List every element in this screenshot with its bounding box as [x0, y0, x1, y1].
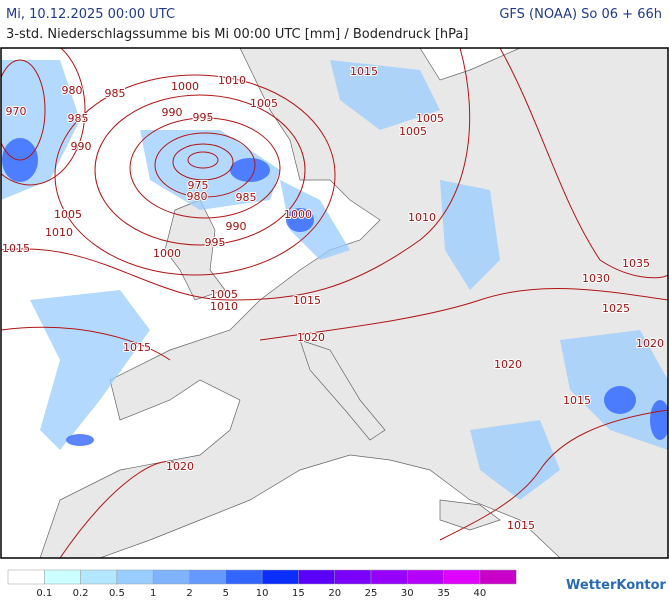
legend-swatch [189, 569, 227, 585]
isobar-label: 1015 [563, 394, 591, 407]
isobar-label: 1005 [54, 208, 82, 221]
legend-swatch [479, 569, 517, 585]
legend-swatch [7, 569, 45, 585]
legend-swatch [152, 569, 190, 585]
isobar-label: 1015 [293, 294, 321, 307]
isobar-label: 1015 [350, 65, 378, 78]
isobar-label: 1010 [210, 300, 238, 313]
legend-label: 30 [401, 588, 414, 599]
legend-label: 35 [437, 588, 450, 599]
isobar-label: 1010 [218, 74, 246, 87]
legend-label: 0.2 [73, 588, 89, 599]
brand: WetterKontor [566, 578, 667, 593]
isobar-label: 1015 [123, 341, 151, 354]
isobar-label: 1020 [297, 331, 325, 344]
isobar-label: 1000 [171, 80, 199, 93]
map-frame [0, 47, 669, 559]
legend-swatch [44, 569, 81, 585]
isobar-label: 970 [6, 105, 27, 118]
legend-label: 20 [328, 588, 341, 599]
legend-label: 15 [292, 588, 305, 599]
legend-label: 0.1 [36, 588, 52, 599]
isobar-label: 1020 [494, 358, 522, 371]
isobar-label: 990 [71, 140, 92, 153]
isobar-label: 1010 [45, 226, 73, 239]
isobar-label: 1015 [2, 242, 30, 255]
isobar-label: 1025 [602, 302, 630, 315]
isobar-label: 1020 [636, 337, 664, 350]
isobar-label: 1020 [166, 460, 194, 473]
isobars [1, 48, 668, 558]
isobar-label: 985 [236, 191, 257, 204]
isobar-label: 1005 [250, 97, 278, 110]
legend-label: 0.5 [109, 588, 125, 599]
legend-label: 25 [365, 588, 378, 599]
legend-swatch [116, 569, 154, 585]
legend-label: 40 [474, 588, 487, 599]
legend: 0.1 0.2 0.5 1 2 5 10 15 20 25 30 35 40 [7, 569, 517, 599]
isobar-label: 995 [205, 236, 226, 249]
isobar-label: 1030 [582, 272, 610, 285]
legend-label: 1 [150, 588, 156, 599]
legend-swatch [407, 569, 444, 585]
isobar-label: 1000 [153, 247, 181, 260]
isobar-label: 1005 [416, 112, 444, 125]
legend-swatch [225, 569, 263, 585]
valid-time: Mi, 10.12.2025 00:00 UTC [6, 7, 175, 22]
isobar-label: 1005 [399, 125, 427, 138]
legend-swatch [370, 569, 408, 585]
legend-swatch [443, 569, 481, 585]
isobar-label: 990 [226, 220, 247, 233]
isobar-label: 980 [187, 190, 208, 203]
isobar-label: 975 [188, 179, 209, 192]
isobar-label: 1015 [507, 519, 535, 532]
legend-swatch [298, 569, 335, 585]
isobar-label: 1035 [622, 257, 650, 270]
isobar-label: 985 [68, 112, 89, 125]
isobar-label: 1000 [284, 208, 312, 221]
isobar-label: 1005 [210, 288, 238, 301]
legend-swatch [334, 569, 372, 585]
isobar-label: 980 [62, 84, 83, 97]
legend-label: 5 [223, 588, 229, 599]
isobar-label: 995 [193, 111, 214, 124]
legend-swatch [80, 569, 118, 585]
model-run: GFS (NOAA) So 06 + 66h [499, 7, 662, 22]
subtitle: 3-std. Niederschlagssumme bis Mi 00:00 U… [6, 27, 468, 42]
isobar-label: 985 [105, 87, 126, 100]
isobar-label: 1010 [408, 211, 436, 224]
legend-label: 10 [256, 588, 269, 599]
legend-label: 2 [186, 588, 192, 599]
isobar-label: 990 [162, 106, 183, 119]
legend-swatch [261, 569, 299, 585]
